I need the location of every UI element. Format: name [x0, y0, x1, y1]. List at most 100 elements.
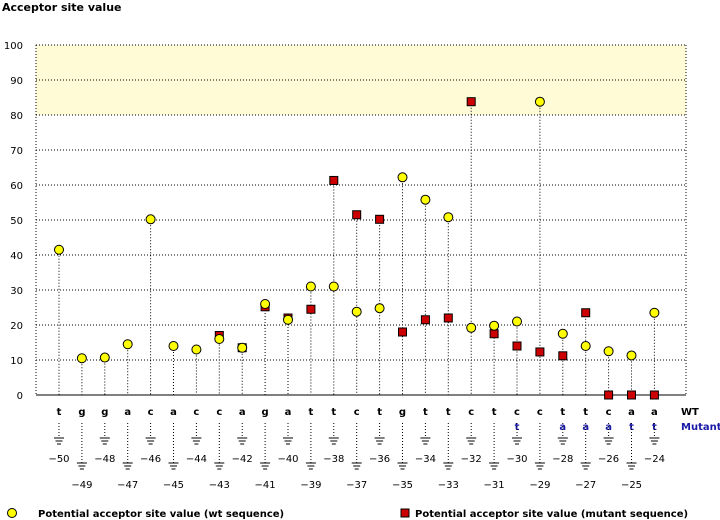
wt-base-label: a	[239, 407, 246, 418]
y-tick-label: 90	[10, 76, 23, 87]
ground-symbol	[489, 462, 500, 470]
wt-base-label: c	[193, 407, 199, 418]
wt-point	[76, 353, 87, 364]
wt-base-label: t	[446, 407, 451, 418]
position-label: −44	[186, 454, 207, 465]
wt-base-label: g	[262, 407, 269, 418]
mutant-point	[558, 351, 568, 361]
position-label: −40	[277, 454, 298, 465]
wt-base-label: t	[331, 407, 336, 418]
sequence-rows-layer: t −50 g −49 g −48 a −47 c −46 a −45 c −44 c −43 a −42 g −41…	[48, 407, 720, 491]
mutant-point	[581, 308, 591, 318]
y-tick-label: 70	[10, 146, 23, 157]
ground-symbol	[580, 462, 591, 470]
mutant-base-label: t	[652, 422, 657, 433]
wt-base-label: t	[423, 407, 428, 418]
y-tick-label: 20	[10, 321, 23, 332]
position-label: −46	[140, 454, 161, 465]
mutant-point	[398, 327, 407, 337]
wt-point	[145, 214, 156, 225]
wt-base-label: t	[57, 407, 62, 418]
wt-point	[420, 194, 431, 205]
mutant-point	[535, 347, 545, 357]
position-label: −36	[369, 454, 390, 465]
wt-point	[557, 328, 568, 339]
ground-symbol	[534, 462, 545, 470]
wt-base-label: c	[216, 407, 222, 418]
y-tick-label: 30	[10, 286, 23, 297]
position-label: −32	[461, 454, 482, 465]
ground-symbol	[420, 437, 431, 445]
wt-point	[168, 341, 179, 351]
wt-base-label: t	[309, 407, 314, 418]
mutant-point	[512, 341, 522, 351]
position-label: −30	[506, 454, 527, 465]
ground-symbol	[603, 437, 614, 445]
wt-point	[283, 314, 293, 325]
wt-base-label: a	[285, 407, 292, 418]
wt-base-label: t	[492, 407, 497, 418]
wt-base-label: c	[468, 407, 474, 418]
position-label: −35	[392, 480, 413, 491]
legend-mutant-label: Potential acceptor site value (mutant se…	[415, 509, 688, 520]
position-label: −26	[598, 454, 619, 465]
y-tick-label: 50	[10, 216, 23, 227]
mutant-row-label: Mutant	[681, 422, 720, 433]
y-tick-label: 10	[10, 356, 23, 367]
grid-layer	[35, 44, 687, 396]
wt-base-label: t	[377, 407, 382, 418]
ground-symbol	[122, 462, 133, 470]
legend-wt-label: Potential acceptor site value (wt sequen…	[38, 509, 284, 520]
position-label: −25	[621, 480, 642, 491]
wt-base-label: c	[148, 407, 154, 418]
wt-point	[351, 306, 362, 317]
mutant-base-label: t	[515, 422, 520, 433]
ground-symbol	[512, 437, 522, 445]
y-tick-label: 0	[17, 391, 23, 402]
mutant-point	[375, 214, 385, 224]
wt-point	[191, 344, 202, 355]
wt-point	[305, 281, 316, 292]
legend-wt-marker	[7, 508, 17, 518]
wt-base-label: c	[537, 407, 543, 418]
wt-base-label: t	[583, 407, 588, 418]
ground-symbol	[260, 462, 271, 470]
ground-symbol	[76, 462, 87, 470]
position-label: −29	[529, 480, 550, 491]
ground-symbol	[466, 437, 477, 445]
wt-base-label: g	[101, 407, 108, 418]
ground-symbol	[214, 462, 225, 470]
wt-base-label: a	[651, 407, 658, 418]
y-tick-label: 40	[10, 251, 23, 262]
mutant-point	[489, 329, 499, 339]
position-label: −42	[232, 454, 253, 465]
mutant-base-label: a	[605, 422, 612, 433]
wt-point	[443, 212, 454, 223]
y-tick-label: 100	[4, 41, 23, 52]
wt-point	[512, 316, 522, 327]
position-label: −47	[117, 480, 138, 491]
wt-base-label: c	[606, 407, 612, 418]
wt-base-label: c	[514, 407, 520, 418]
wt-base-label: t	[560, 407, 565, 418]
wt-point	[122, 339, 133, 350]
wt-point	[649, 307, 660, 318]
wt-point	[214, 334, 225, 344]
mutant-point	[627, 390, 636, 400]
wt-base-label: g	[399, 407, 406, 418]
position-label: −48	[94, 454, 115, 465]
y-tick-label: 80	[10, 111, 23, 122]
position-label: −50	[48, 454, 69, 465]
wt-base-label: a	[170, 407, 177, 418]
ground-symbol	[626, 462, 637, 470]
wt-point	[603, 346, 614, 357]
ground-symbol	[237, 437, 248, 445]
marker-layer	[54, 96, 660, 400]
ground-symbol	[328, 437, 339, 445]
position-label: −45	[163, 480, 184, 491]
position-label: −24	[644, 454, 665, 465]
wt-point	[54, 244, 64, 255]
mutant-point	[604, 390, 614, 400]
y-tick-layer: 0 10 20 30 40 50 60 70 80 90 100	[4, 41, 23, 402]
ground-symbol	[305, 462, 316, 470]
